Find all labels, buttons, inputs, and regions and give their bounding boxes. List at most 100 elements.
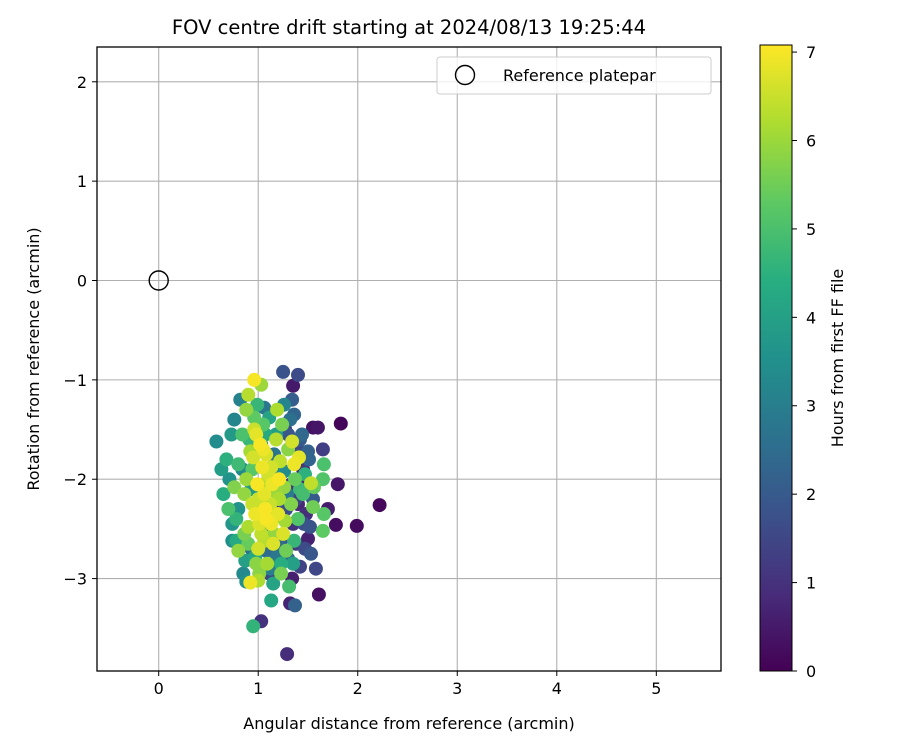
y-tick-label: −3: [63, 570, 87, 589]
scatter-point: [219, 452, 234, 467]
x-tick-label: 3: [452, 679, 462, 698]
colorbar-tick-label: 4: [806, 308, 816, 327]
scatter-point: [296, 487, 310, 502]
scatter-point: [372, 498, 387, 513]
reference-marker-layer: [148, 270, 169, 291]
chart-title: FOV centre drift starting at 2024/08/13 …: [172, 16, 646, 39]
scatter-point: [284, 497, 299, 512]
colorbar-tick-label: 0: [806, 662, 816, 681]
scatter-point: [279, 543, 294, 558]
scatter-point: [287, 533, 302, 548]
scatter-point: [304, 546, 318, 561]
scatter-point: [315, 472, 330, 487]
y-axis-label: Rotation from reference (arcmin): [24, 227, 43, 490]
legend-box: [436, 56, 712, 95]
scatter-point: [286, 556, 301, 571]
y-tick-label: −1: [63, 371, 87, 390]
scatter-point: [239, 472, 254, 487]
scatter-point: [328, 517, 343, 532]
scatter-point: [282, 579, 297, 594]
scatter-point: [257, 487, 272, 502]
y-tick-label: 0: [77, 272, 87, 291]
scatter-point: [311, 587, 326, 602]
scatter-point: [250, 477, 265, 492]
scatter-point: [280, 647, 295, 662]
scatter-point: [291, 367, 305, 382]
scatter-point: [266, 536, 281, 551]
scatter-point: [241, 519, 256, 534]
scatter-point: [291, 512, 305, 526]
scatter-point: [258, 502, 273, 516]
scatter-point: [239, 402, 254, 417]
x-tick-label: 0: [154, 679, 164, 698]
scatter-point: [216, 487, 231, 502]
scatter-point: [276, 364, 291, 379]
scatter-point: [274, 566, 289, 581]
scatter-point: [330, 477, 345, 492]
x-tick-label: 1: [253, 679, 263, 698]
reference-platepar-marker: [148, 270, 169, 291]
scatter-point: [308, 561, 323, 576]
scatter-point: [246, 450, 261, 465]
scatter-point: [304, 476, 318, 491]
scatter-point: [231, 543, 246, 558]
legend-marker-open-circle: [454, 64, 476, 86]
scatter-point: [250, 397, 265, 412]
plot-frame: [96, 46, 722, 672]
scatter-point: [229, 512, 244, 526]
x-tick-label: 2: [353, 679, 363, 698]
scatter-point: [247, 372, 262, 387]
x-axis-label: Angular distance from reference (arcmin): [243, 714, 574, 733]
colorbar-tick-label: 7: [806, 43, 816, 62]
x-tick-label: 4: [552, 679, 562, 698]
scatter-point: [333, 416, 348, 431]
scatter-point: [231, 457, 246, 472]
x-axis-ticks: 0 1 2 3 4 5: [154, 671, 661, 698]
scatter-point: [315, 442, 330, 457]
scatter-point: [288, 598, 302, 613]
scatter-point: [266, 576, 281, 591]
scatter-point: [295, 427, 309, 442]
scatter-point: [274, 556, 289, 571]
scatter-point: [285, 434, 300, 449]
colorbar-label: Hours from first FF file: [828, 269, 847, 448]
colorbar-tick-label: 5: [806, 220, 816, 239]
scatter-point: [316, 457, 331, 472]
colorbar: 0 1 2 3 4 5 6 7 Hours from first FF file: [759, 43, 847, 681]
colorbar-tick-label: 2: [806, 485, 816, 504]
y-tick-label: 2: [77, 73, 87, 92]
colorbar-tick-label: 3: [806, 397, 816, 416]
scatter-point: [310, 420, 325, 435]
colorbar-ticks: 0 1 2 3 4 5 6 7: [792, 43, 816, 681]
scatter-point: [271, 507, 286, 521]
scatter-point: [246, 619, 261, 634]
scatter-point: [349, 518, 364, 533]
scatter-point: [209, 434, 224, 449]
scatter-point: [275, 417, 290, 432]
scatter-point: [303, 519, 317, 534]
colorbar-tick-label: 6: [806, 131, 816, 150]
scatter-point: [243, 575, 258, 590]
scatter-point: [276, 526, 291, 541]
data-points: [209, 364, 387, 662]
legend: Reference platepar: [436, 56, 712, 95]
scatter-point: [260, 556, 275, 571]
scatter-point: [235, 427, 250, 442]
y-tick-label: 1: [77, 172, 87, 191]
scatter-point: [315, 523, 330, 538]
scatter-point: [316, 507, 331, 521]
scatter-point: [253, 437, 268, 452]
scatter-point: [288, 472, 302, 487]
scatter-point: [255, 460, 270, 475]
scatter-point: [286, 378, 301, 393]
x-tick-label: 5: [651, 679, 661, 698]
colorbar-tick-label: 1: [806, 574, 816, 593]
scatter-point: [227, 412, 242, 427]
scatter-point: [224, 427, 239, 442]
scatter-point: [272, 472, 287, 487]
colorbar-gradient: [759, 44, 793, 672]
scatter-point: [241, 387, 256, 402]
scatter-point: [237, 487, 252, 502]
scatter-point: [264, 593, 279, 608]
